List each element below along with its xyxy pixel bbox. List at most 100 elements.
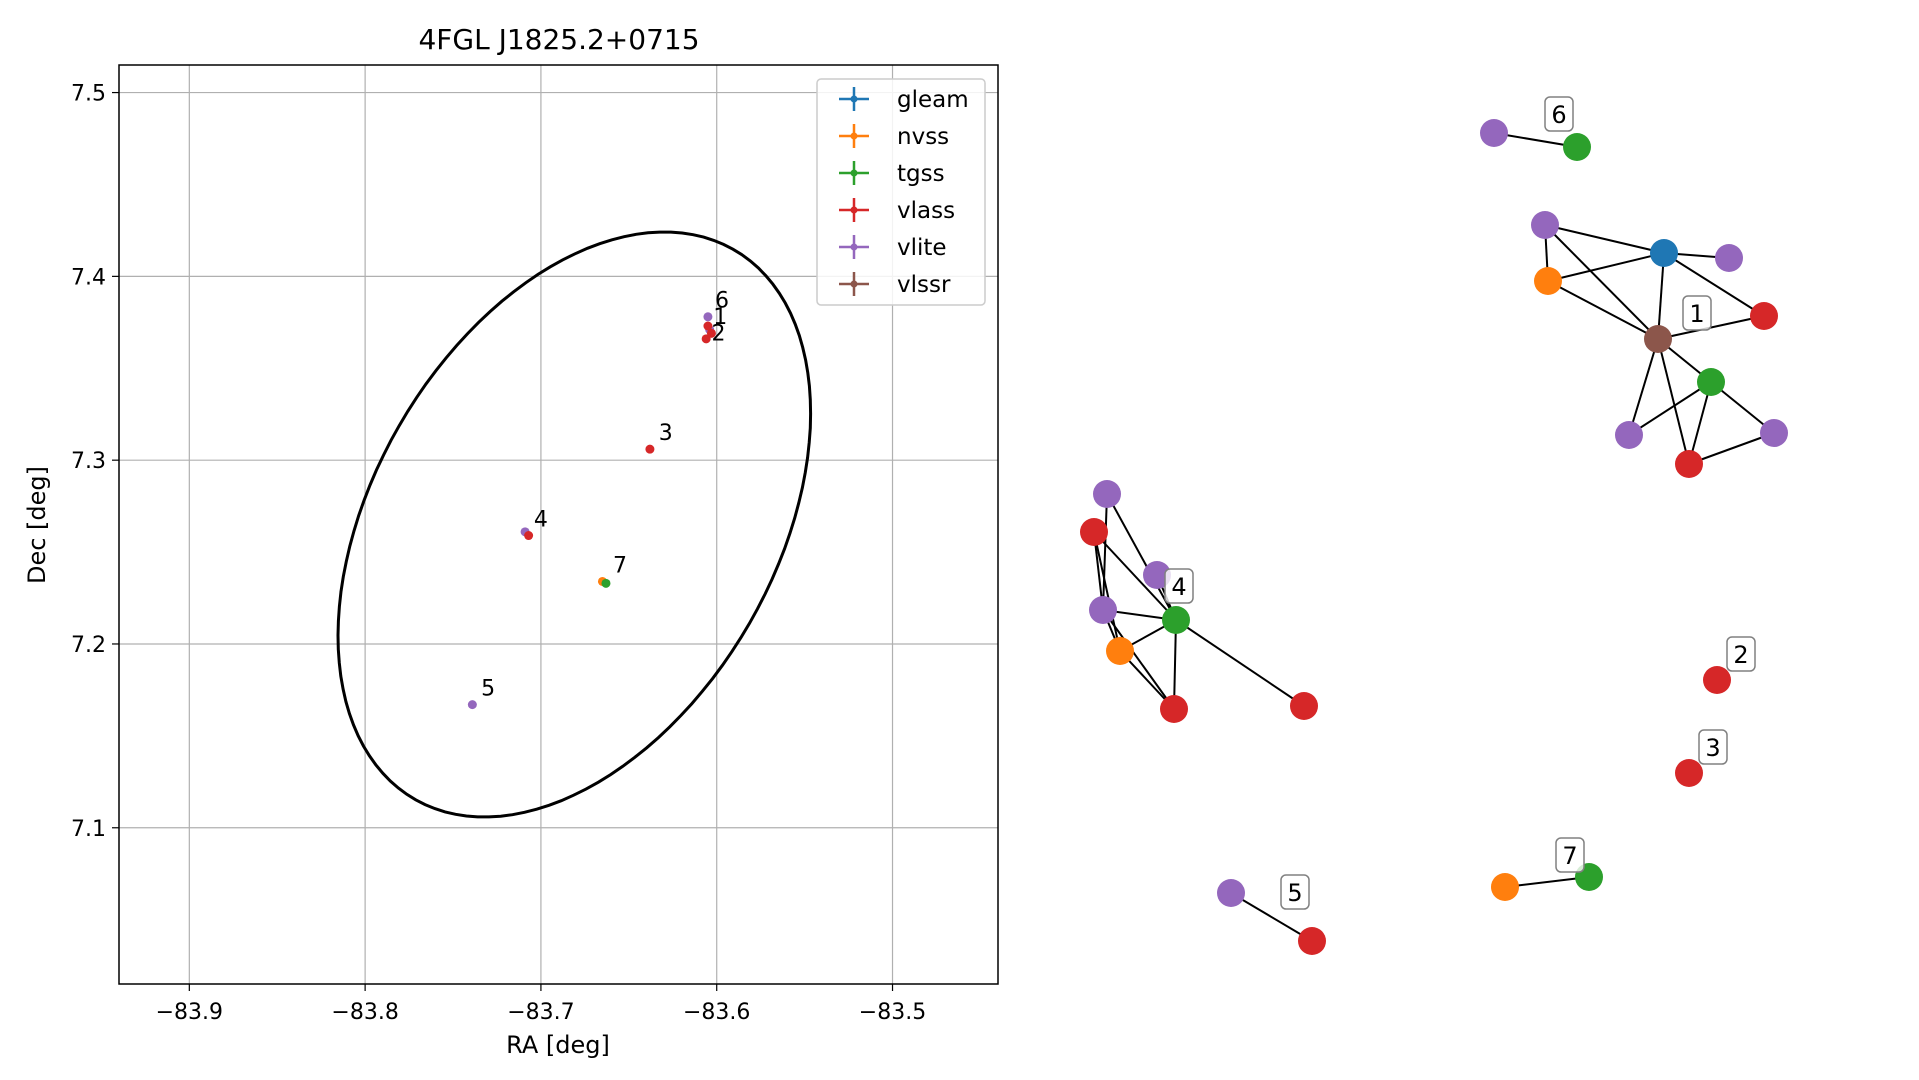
graph-node-vlite [1480, 119, 1508, 147]
legend-marker-dot [850, 169, 858, 177]
x-axis-label: RA [deg] [506, 1031, 610, 1059]
legend-label: vlass [897, 198, 955, 224]
graph-edge [1504, 876, 1590, 888]
data-point-tgss [601, 578, 611, 588]
point-label: 6 [715, 289, 729, 314]
legend-item-vlssr: vlssr [839, 272, 951, 298]
chart-title: 4FGL J1825.2+0715 [418, 23, 699, 56]
graph-node-vlite [1531, 211, 1559, 239]
graph-label-text: 6 [1551, 101, 1566, 129]
graph-edge [1093, 531, 1177, 621]
data-point-vlass [703, 321, 713, 331]
legend-marker-dot [850, 132, 858, 140]
x-tick-label: −83.7 [507, 1000, 574, 1025]
point-label: 7 [613, 553, 627, 578]
graph-node-vlass [1298, 927, 1326, 955]
legend-label: tgss [897, 161, 945, 187]
graph-node-vlass [1160, 695, 1188, 723]
error-ellipse [336, 230, 813, 819]
graph-label-box [1280, 874, 1310, 910]
graph-edge [1547, 252, 1665, 282]
graph-node-vlass [1703, 666, 1731, 694]
y-tick-label: 7.4 [71, 265, 106, 290]
legend-label: nvss [897, 124, 949, 150]
graph-node-vlass [1290, 692, 1318, 720]
graph-node-vlite [1760, 419, 1788, 447]
graph-edge [1102, 609, 1175, 710]
graph-cluster-label: 6 [1544, 96, 1574, 132]
graph-node-tgss [1162, 606, 1190, 634]
graph-edge [1688, 432, 1775, 465]
graph-node-vlass [1080, 518, 1108, 546]
point-label: 4 [534, 507, 548, 532]
graph-node-vlite [1143, 561, 1171, 589]
legend-item-gleam: gleam [839, 87, 969, 113]
graph-edge [1230, 892, 1313, 942]
y-axis-ticks: 7.1 7.2 7.3 7.4 7.5 [71, 82, 119, 842]
graph-node-vlite [1089, 596, 1117, 624]
legend-item-vlite: vlite [839, 235, 947, 261]
x-tick-label: −83.8 [331, 1000, 398, 1025]
graph-label-box [1544, 96, 1574, 132]
graph-node-vlssr [1644, 325, 1672, 353]
x-tick-label: −83.9 [156, 1000, 223, 1025]
graph-node-vlass [1750, 302, 1778, 330]
y-tick-label: 7.3 [71, 449, 106, 474]
graph-node-nvss [1534, 267, 1562, 295]
graph-node-gleam [1650, 239, 1678, 267]
graph-label-text: 2 [1733, 641, 1748, 669]
y-tick-label: 7.5 [71, 82, 106, 107]
graph-node-vlite [1093, 480, 1121, 508]
y-tick-label: 7.1 [71, 817, 106, 842]
graph-cluster-label: 3 [1698, 729, 1728, 765]
graph-node-tgss [1563, 133, 1591, 161]
graph-node-tgss [1697, 368, 1725, 396]
x-tick-label: −83.6 [683, 1000, 750, 1025]
graph-edge [1663, 252, 1765, 317]
x-tick-label: −83.5 [859, 1000, 926, 1025]
graph-edge [1688, 381, 1712, 465]
legend-marker-dot [850, 206, 858, 214]
graph-panel: 1 2 3 4 5 6 7 [1080, 96, 1788, 955]
graph-node-nvss [1491, 873, 1519, 901]
legend-marker-dot [850, 280, 858, 288]
graph-node-vlite [1615, 421, 1643, 449]
graph-label-box [1555, 837, 1585, 873]
legend-label: vlssr [897, 272, 951, 298]
legend-item-tgss: tgss [839, 161, 945, 187]
legend-item-vlass: vlass [839, 198, 955, 224]
graph-node-vlass [1675, 450, 1703, 478]
point-labels-layer: 12 3 4 5 6 7 [481, 289, 729, 702]
graph-label-text: 4 [1171, 573, 1186, 601]
graph-edge [1657, 252, 1665, 340]
graph-labels-layer: 1 2 3 4 5 6 7 [1164, 96, 1756, 910]
graph-edge [1544, 224, 1659, 340]
graph-node-vlite [1217, 879, 1245, 907]
graph-edge [1628, 338, 1659, 436]
graph-edge [1657, 338, 1690, 465]
y-tick-label: 7.2 [71, 633, 106, 658]
data-point-vlite [703, 312, 713, 322]
graph-edge [1628, 381, 1712, 436]
y-axis-label: Dec [deg] [23, 466, 51, 584]
legend-label: gleam [897, 87, 969, 113]
graph-label-box [1164, 568, 1194, 604]
graph-edge [1173, 619, 1177, 710]
graph-cluster-label: 1 [1682, 295, 1712, 331]
data-point-vlite [467, 700, 477, 710]
graph-label-text: 5 [1287, 879, 1302, 907]
data-point-vlass [706, 328, 716, 338]
graph-label-box [1682, 295, 1712, 331]
graph-label-text: 1 [1689, 300, 1704, 328]
graph-node-vlass [1675, 759, 1703, 787]
graph-edge [1102, 493, 1108, 611]
x-axis-ticks: −83.9 −83.8 −83.7 −83.6 −83.5 [156, 984, 926, 1025]
graph-edge [1093, 531, 1121, 652]
legend-label: vlite [897, 235, 947, 261]
plot-frame [118, 64, 999, 985]
legend: gleam nvss tgss vlass vlite vlssr [816, 78, 986, 306]
legend-item-nvss: nvss [839, 124, 949, 150]
point-label: 2 [711, 322, 725, 347]
